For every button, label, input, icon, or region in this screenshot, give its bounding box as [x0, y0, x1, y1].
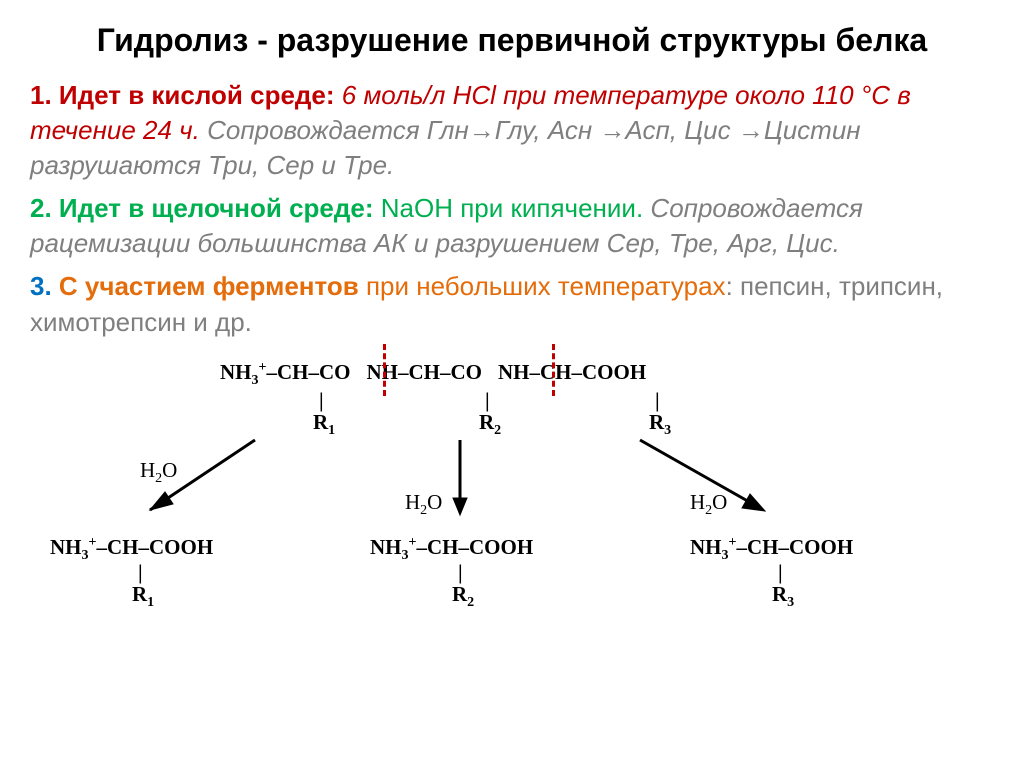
point-2-num: 2.: [30, 193, 52, 223]
r1-top: R1: [313, 410, 335, 439]
product-2-r: R2: [452, 582, 474, 611]
reaction-diagram: NH3+–CH–CONH–CH–CONH–CH–COOH | R1 | R2 |…: [30, 350, 990, 610]
point-1-num: 1.: [30, 80, 52, 110]
point-2-heading: Идет в щелочной среде:: [59, 193, 374, 223]
h2o-1: H2O: [140, 458, 177, 487]
cleave-1: [383, 344, 386, 396]
peptide-chain: NH3+–CH–CONH–CH–CONH–CH–COOH: [220, 360, 646, 389]
point-3-heading: С участием ферментов: [59, 271, 359, 301]
point-2-cond: NaOH при кипячении.: [374, 193, 644, 223]
point-3: 3. С участием ферментов при небольших те…: [30, 269, 994, 339]
page-title: Гидролиз - разрушение первичной структур…: [30, 20, 994, 60]
cleave-2: [552, 344, 555, 396]
peptide-nh: NH: [220, 360, 252, 384]
point-2: 2. Идет в щелочной среде: NaOH при кипяч…: [30, 191, 994, 261]
point-3-num: 3.: [30, 271, 52, 301]
product-3-r: R3: [772, 582, 794, 611]
peptide-f4: NH–CH–COOH: [498, 360, 646, 384]
product-1: NH3+–CH–COOH: [50, 535, 213, 564]
point-1-heading: Идет в кислой среде:: [59, 80, 335, 110]
h2o-2: H2O: [405, 490, 442, 519]
point-1: 1. Идет в кислой среде: 6 моль/л HCl при…: [30, 78, 994, 183]
h2o-3: H2O: [690, 490, 727, 519]
product-1-r: R1: [132, 582, 154, 611]
peptide-sub3: 3: [252, 373, 259, 388]
peptide-f2: –CH–CO: [266, 360, 350, 384]
product-2: NH3+–CH–COOH: [370, 535, 533, 564]
point-3-cond: при небольших температурах: [359, 271, 726, 301]
product-3: NH3+–CH–COOH: [690, 535, 853, 564]
points-list: 1. Идет в кислой среде: 6 моль/л HCl при…: [30, 78, 994, 340]
